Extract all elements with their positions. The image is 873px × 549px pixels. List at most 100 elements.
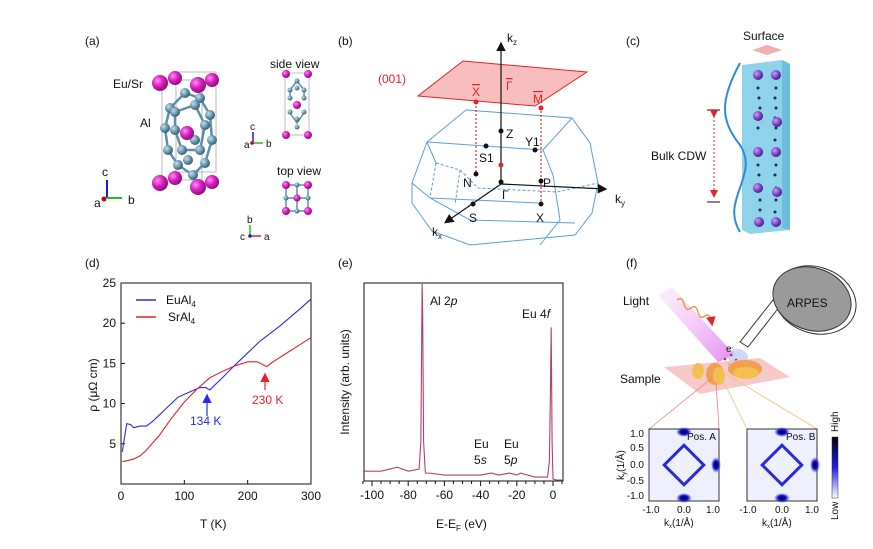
axes-triad-main: c a b xyxy=(94,165,135,210)
annotation-eu-5p-line1: Eu xyxy=(504,437,519,451)
panel-f: (f) Light ARPES e- Sample Pos. A xyxy=(614,256,857,530)
point-gamma: Γ xyxy=(502,188,509,202)
arpes-label: ARPES xyxy=(787,296,828,310)
annotation-eu-4f: Eu 4f xyxy=(522,307,552,321)
panel-label-e: (e) xyxy=(338,256,353,270)
top-view-label: top view xyxy=(277,164,321,178)
arpes-analyzer: ARPES xyxy=(739,265,857,348)
x-tick-label-d: 100 xyxy=(174,489,194,503)
annotation-134k: 134 K xyxy=(190,414,221,428)
surface-label: Surface xyxy=(743,29,785,43)
axis-a-label: a xyxy=(94,196,101,210)
kx-tick: 1.0 xyxy=(706,505,720,516)
annotation-al-2p: Al 2p xyxy=(430,294,458,308)
plane-label: (001) xyxy=(378,72,406,86)
top-axis-b: b xyxy=(247,215,253,226)
panel-b: (b) (001) X Γ M kz ky kx Z Y1 S1 N P Γ S… xyxy=(338,31,625,246)
point-n: N xyxy=(463,176,472,190)
kx-tick: -1.0 xyxy=(739,505,757,516)
crystal-structure-3d xyxy=(152,71,219,195)
ky-axis-label: ky(1/Å) xyxy=(614,450,628,480)
bulk-cdw-label: Bulk CDW xyxy=(651,149,707,163)
y-tick-label-d: 20 xyxy=(103,316,117,330)
annotation-230k: 230 K xyxy=(252,393,283,407)
side-view-label: side view xyxy=(270,57,320,71)
kx-tick: 0.0 xyxy=(677,505,691,516)
panel-label-a: (a) xyxy=(85,34,100,48)
panel-label-d: (d) xyxy=(85,256,100,270)
projection-lines xyxy=(475,102,542,202)
ky-tick: -1.0 xyxy=(627,491,645,502)
y-axis-label-e: Intensity (arb. units) xyxy=(338,329,352,434)
y-tick-label-d: 10 xyxy=(103,397,117,411)
annotation-eu-5s-line2: 5s xyxy=(474,453,487,467)
point-x: X xyxy=(536,211,544,225)
pos-b-label: Pos. B xyxy=(786,432,816,443)
legend-label-euAl4: EuAl4 xyxy=(166,293,196,309)
ky-axis xyxy=(500,183,608,194)
x-axis-label-d: T (K) xyxy=(200,517,226,531)
y-tick-label-d: 5 xyxy=(109,437,116,451)
colorbar-high-label: High xyxy=(830,411,841,432)
legend-label-srAl4: SrAl4 xyxy=(168,310,196,326)
top-axis-a: a xyxy=(264,232,270,243)
axes-triad-top: b c a xyxy=(240,215,270,243)
kx-label: kx xyxy=(432,225,442,241)
light-label: Light xyxy=(623,294,650,308)
y-tick-label-d: 15 xyxy=(103,356,117,370)
series-line-EuAl4 xyxy=(121,298,312,452)
side-axis-a: a xyxy=(244,140,250,151)
panel-a: (a) Eu/Sr Al xyxy=(85,34,321,243)
panel-label-f: (f) xyxy=(626,256,637,270)
al-label: Al xyxy=(140,116,151,130)
annotation-eu-5p-line2: 5p xyxy=(504,453,518,467)
surface-points xyxy=(473,99,544,168)
ky-tick: 0.0 xyxy=(630,460,644,471)
light-beam xyxy=(658,287,735,362)
sample-label: Sample xyxy=(620,372,661,386)
x-tick-label-e: -60 xyxy=(436,488,454,502)
panel-d-resistivity-chart: (d) 0 100 200 300 5 10 15 20 25 EuAl4 SrAl4 134 … xyxy=(85,256,321,531)
plot-frame-d xyxy=(120,282,312,485)
ky-tick: -0.5 xyxy=(627,476,645,487)
surface-plane-001 xyxy=(416,60,589,107)
point-y1: Y1 xyxy=(525,135,540,149)
surface-layer xyxy=(752,45,782,55)
panel-e-spectrum-chart: (e) -100 -80 -60 -40 -20 0 Al 2p Eu 4f Eu 5s … xyxy=(338,256,564,533)
eu-sr-label: Eu/Sr xyxy=(113,77,143,91)
kz-label: kz xyxy=(507,31,517,47)
axis-b-label: b xyxy=(128,193,135,207)
panel-label-b: (b) xyxy=(338,34,353,48)
point-s: S xyxy=(469,211,477,225)
crystal-slab xyxy=(742,60,790,234)
pos-a-label: Pos. A xyxy=(687,432,716,443)
kx-axis-label-a: kx(1/Å) xyxy=(664,516,694,530)
panel-c: (c) Surface Bulk CDW xyxy=(626,29,790,234)
arpes-map-pos-a: Pos. A xyxy=(648,427,721,503)
x-bar-label: X xyxy=(472,85,480,99)
x-tick-label-e: 0 xyxy=(550,488,557,502)
axes-triad-side: c a b xyxy=(244,122,272,151)
colorbar xyxy=(831,436,839,499)
kx-tick: -1.0 xyxy=(642,505,660,516)
kx-axis-label-b: kx(1/Å) xyxy=(762,516,792,530)
x-tick-label-e: -20 xyxy=(508,488,526,502)
x-tick-label-d: 200 xyxy=(238,489,258,503)
point-p: P xyxy=(543,176,551,190)
side-axis-c: c xyxy=(250,122,255,133)
point-z: Z xyxy=(506,127,513,141)
arpes-map-pos-b: Pos. B xyxy=(746,427,820,503)
plot-frame-e xyxy=(363,282,564,482)
annotation-eu-5s-line1: Eu xyxy=(474,437,489,451)
kx-tick: 1.0 xyxy=(805,505,819,516)
ky-tick: 0.5 xyxy=(630,443,644,454)
colorbar-low-label: Low xyxy=(830,501,841,520)
panel-label-c: (c) xyxy=(626,34,640,48)
y-axis-label-d: ρ (μΩ cm) xyxy=(86,358,100,411)
m-bar-label: M xyxy=(533,92,543,106)
legend-d: EuAl4 SrAl4 xyxy=(136,293,196,326)
ky-tick: 1.0 xyxy=(630,429,644,440)
ky-label: ky xyxy=(615,192,625,208)
x-axis-label-e: E-EF (eV) xyxy=(436,517,487,533)
